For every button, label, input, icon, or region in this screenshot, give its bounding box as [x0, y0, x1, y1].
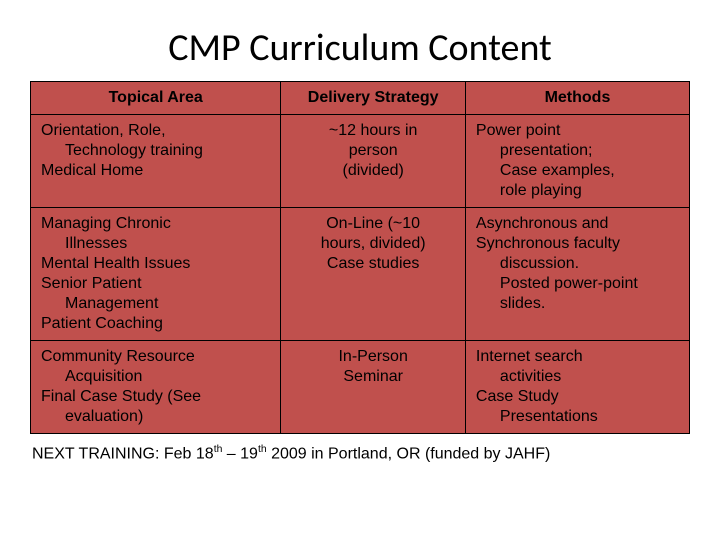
col-header-delivery: Delivery Strategy	[281, 82, 466, 115]
text: Case examples,	[500, 161, 679, 181]
text: ~12 hours in	[329, 122, 418, 139]
text: Illnesses	[65, 234, 270, 254]
text: 2009 in Portland, OR (funded by JAHF)	[267, 445, 551, 462]
text: Community Resource	[41, 348, 195, 365]
text: Posted power-point	[500, 274, 679, 294]
text: slides.	[500, 294, 679, 314]
footer-text: NEXT TRAINING: Feb 18th – 19th 2009 in P…	[30, 444, 690, 463]
table-header-row: Topical Area Delivery Strategy Methods	[31, 82, 690, 115]
cell-methods: Internet search activities Case Study Pr…	[465, 341, 689, 434]
text: Management	[65, 294, 270, 314]
text: Power point	[476, 122, 561, 139]
text: discussion.	[500, 254, 679, 274]
text: presentation;	[500, 141, 679, 161]
table-row: Orientation, Role, Technology training M…	[31, 115, 690, 208]
text: activities	[500, 367, 679, 387]
text: Patient Coaching	[41, 315, 163, 332]
col-header-topical: Topical Area	[31, 82, 281, 115]
curriculum-table: Topical Area Delivery Strategy Methods O…	[30, 81, 690, 434]
table-row: Managing Chronic Illnesses Mental Health…	[31, 208, 690, 341]
col-header-methods: Methods	[465, 82, 689, 115]
text: Acquisition	[65, 367, 270, 387]
cell-delivery: ~12 hours in person (divided)	[281, 115, 466, 208]
cell-delivery: In-Person Seminar	[281, 341, 466, 434]
text: Managing Chronic	[41, 215, 171, 232]
text: Synchronous faculty	[476, 235, 620, 252]
text: Case studies	[327, 255, 420, 272]
text: Mental Health Issues	[41, 255, 190, 272]
cell-methods: Power point presentation; Case examples,…	[465, 115, 689, 208]
text: (divided)	[342, 162, 403, 179]
cell-topical: Managing Chronic Illnesses Mental Health…	[31, 208, 281, 341]
text: role playing	[500, 181, 679, 201]
cell-topical: Orientation, Role, Technology training M…	[31, 115, 281, 208]
text: – 19	[222, 445, 258, 462]
ordinal-sup: th	[258, 444, 267, 455]
text: On-Line (~10	[326, 215, 420, 232]
text: hours, divided)	[321, 235, 426, 252]
text: In-Person	[338, 348, 407, 365]
text: Presentations	[500, 407, 679, 427]
text: person	[349, 142, 398, 159]
cell-topical: Community Resource Acquisition Final Cas…	[31, 341, 281, 434]
text: Case Study	[476, 388, 559, 405]
text: Asynchronous and	[476, 215, 609, 232]
text: Seminar	[343, 368, 403, 385]
text: Final Case Study (See	[41, 388, 201, 405]
text: NEXT TRAINING: Feb 18	[32, 445, 214, 462]
text: Technology training	[65, 141, 270, 161]
cell-methods: Asynchronous and Synchronous faculty dis…	[465, 208, 689, 341]
page-title: CMP Curriculum Content	[30, 25, 690, 71]
table-row: Community Resource Acquisition Final Cas…	[31, 341, 690, 434]
text: Internet search	[476, 348, 583, 365]
text: Orientation, Role,	[41, 122, 166, 139]
text: evaluation)	[65, 407, 270, 427]
text: Senior Patient	[41, 275, 142, 292]
text: Medical Home	[41, 162, 143, 179]
cell-delivery: On-Line (~10 hours, divided) Case studie…	[281, 208, 466, 341]
